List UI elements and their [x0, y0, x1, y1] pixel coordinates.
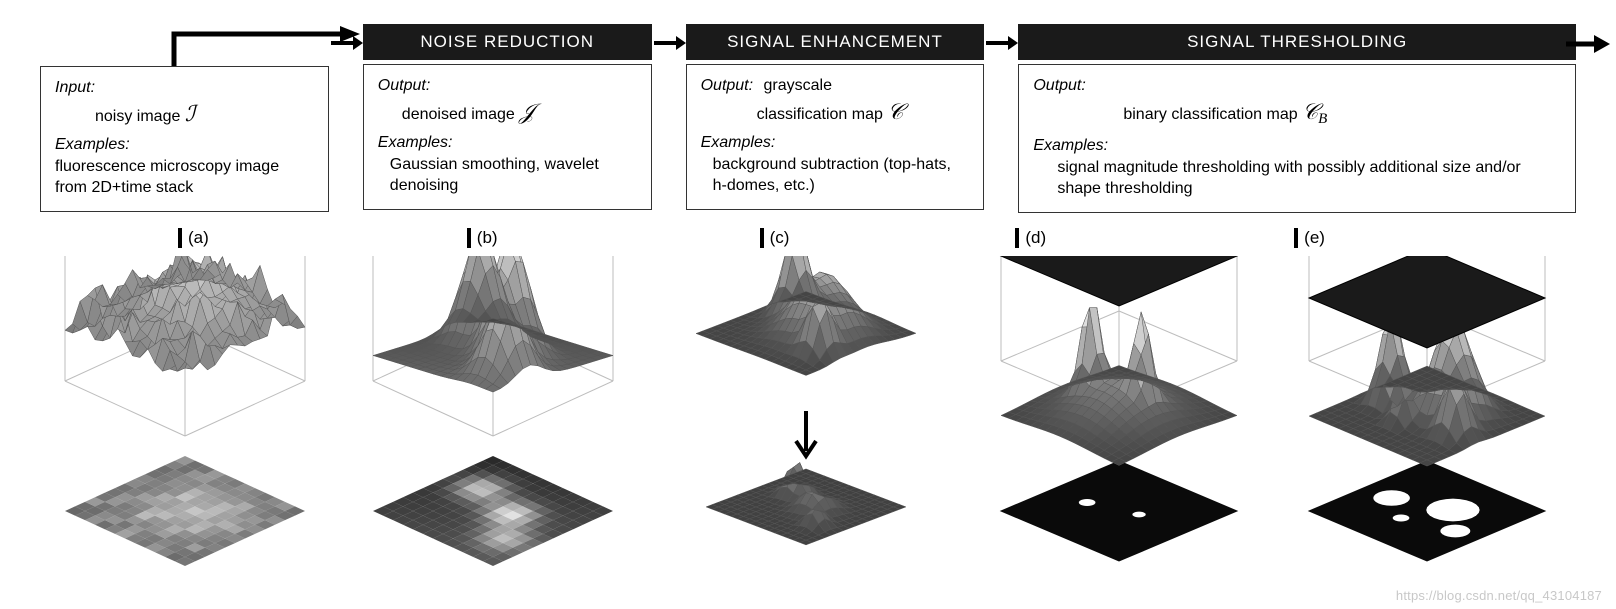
enhance-io-symbol: 𝒞	[887, 99, 903, 124]
tick-icon	[467, 228, 471, 248]
stage-noise-header: NOISE REDUCTION	[363, 24, 652, 60]
noise-io-text: denoised image	[402, 106, 519, 123]
panel-letter-d: (d)	[1025, 228, 1046, 248]
tick-icon	[178, 228, 182, 248]
plot-a	[40, 256, 330, 586]
stage-noise-box: Output: denoised image 𝒥 Examples: Gauss…	[363, 64, 652, 210]
panel-letter-b: (b)	[477, 228, 498, 248]
enhance-ex-text: background subtraction (top-hats, h-dome…	[701, 154, 970, 197]
panel-letter-e: (e)	[1304, 228, 1325, 248]
noise-ex-label: Examples:	[378, 134, 453, 151]
input-io-symbol: ℐ	[185, 101, 195, 126]
stage-enhance-box: Output: grayscale classification map 𝒞 E…	[686, 64, 985, 210]
panel-letter-c: (c)	[770, 228, 790, 248]
stage-threshold-header: SIGNAL THRESHOLDING	[1018, 24, 1576, 60]
plots-row	[40, 256, 1576, 586]
arrow-1	[329, 24, 363, 62]
thresh-ex-label: Examples:	[1033, 137, 1108, 154]
tick-icon	[1015, 228, 1019, 248]
plot-e	[1282, 256, 1572, 586]
thresh-io-label: Output:	[1033, 77, 1085, 94]
enhance-io-text2: classification map	[757, 106, 888, 123]
enhance-ex-label: Examples:	[701, 134, 776, 151]
stage-input-box: Input: noisy image ℐ Examples: fluoresce…	[40, 66, 329, 212]
watermark: https://blog.csdn.net/qq_43104187	[1396, 588, 1602, 603]
panel-letter-a: (a)	[188, 228, 209, 248]
stage-enhance: SIGNAL ENHANCEMENT Output: grayscale cla…	[686, 24, 985, 210]
stage-input-header	[40, 24, 329, 62]
panel-label-a: (a)	[178, 228, 209, 248]
panel-labels: (a) (b) (c) (d) (e)	[40, 228, 1576, 248]
noise-io-symbol: 𝒥	[519, 99, 534, 124]
stage-threshold: SIGNAL THRESHOLDING Output: binary class…	[1018, 24, 1576, 213]
noise-io-label: Output:	[378, 77, 430, 94]
noise-ex-text: Gaussian smoothing, wavelet denoising	[378, 154, 637, 197]
stage-input: Input: noisy image ℐ Examples: fluoresce…	[40, 24, 329, 212]
plot-d	[974, 256, 1264, 586]
thresh-io-symbol: 𝒞	[1302, 99, 1318, 124]
input-io-text: noisy image	[95, 108, 185, 125]
thresh-io-text: binary classification map	[1123, 106, 1302, 123]
tick-icon	[1294, 228, 1298, 248]
panel-label-b: (b)	[467, 228, 498, 248]
input-io-label: Input:	[55, 79, 95, 96]
arrow-3	[984, 24, 1018, 62]
plot-c	[656, 256, 956, 586]
enhance-io-text: grayscale	[758, 77, 832, 94]
enhance-io-label: Output:	[701, 77, 753, 94]
panel-label-d: (d)	[1015, 228, 1046, 248]
tick-icon	[760, 228, 764, 248]
input-ex-text: fluorescence microscopy image from 2D+ti…	[55, 156, 314, 199]
final-arrow	[1566, 32, 1610, 56]
panel-label-c: (c)	[760, 228, 790, 248]
thresh-ex-text: signal magnitude thresholding with possi…	[1033, 157, 1561, 200]
thresh-io-symbol-sub: B	[1318, 111, 1327, 127]
stage-enhance-header: SIGNAL ENHANCEMENT	[686, 24, 985, 60]
input-ex-label: Examples:	[55, 136, 130, 153]
stage-threshold-box: Output: binary classification map 𝒞B Exa…	[1018, 64, 1576, 213]
pipeline-row: Input: noisy image ℐ Examples: fluoresce…	[40, 24, 1576, 213]
arrow-2	[652, 24, 686, 62]
panel-label-e: (e)	[1294, 228, 1325, 248]
stage-noise: NOISE REDUCTION Output: denoised image 𝒥…	[363, 24, 652, 210]
plot-b	[348, 256, 638, 586]
